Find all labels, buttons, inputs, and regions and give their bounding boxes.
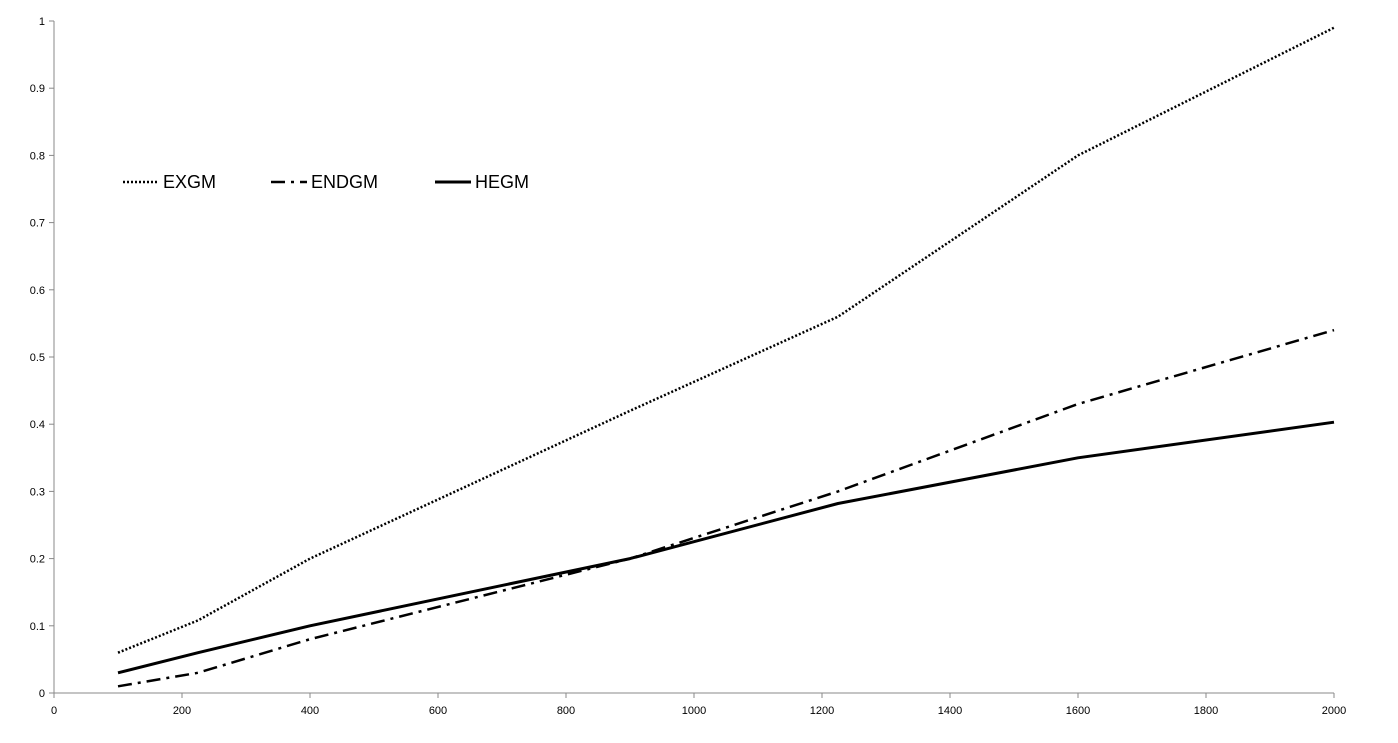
x-tick-label: 200 <box>173 705 191 717</box>
legend-label-hegm: HEGM <box>475 172 529 192</box>
y-tick-label: 0.7 <box>30 218 45 230</box>
y-tick-label: 0 <box>39 688 45 700</box>
y-tick-label: 1 <box>39 16 45 28</box>
series-line-exgm <box>117 26 1335 654</box>
legend: EXGM ENDGM HEGM <box>123 172 529 192</box>
x-tick-label: 0 <box>51 705 57 717</box>
y-tick-label: 0.5 <box>30 352 45 364</box>
x-tick-label: 2000 <box>1322 705 1346 717</box>
series-layer <box>117 26 1335 688</box>
y-tick-label: 0.3 <box>30 486 45 498</box>
series-line-hegm <box>117 420 1335 675</box>
x-tick-label: 1600 <box>1066 705 1090 717</box>
x-tick-label: 600 <box>429 705 447 717</box>
y-tick-label: 0.2 <box>30 554 45 566</box>
x-tick-label: 1000 <box>682 705 706 717</box>
y-tick-label: 0.9 <box>30 83 45 95</box>
x-tick-label: 1400 <box>938 705 962 717</box>
x-tick-label: 1800 <box>1194 705 1218 717</box>
y-tick-label: 0.4 <box>30 419 45 431</box>
y-axis: 0 0.1 0.2 0.3 0.4 0.5 0.6 0.7 0.8 0.9 1 <box>30 16 55 700</box>
x-tick-label: 1200 <box>810 705 834 717</box>
y-tick-label: 0.1 <box>30 621 45 633</box>
y-tick-label: 0.8 <box>30 150 45 162</box>
legend-label-exgm: EXGM <box>163 172 216 192</box>
x-axis: 0 200 400 600 800 1000 1200 1400 1600 1800 2000 <box>51 692 1346 717</box>
legend-label-endgm: ENDGM <box>311 172 378 192</box>
x-tick-label: 400 <box>301 705 319 717</box>
series-line-endgm <box>117 328 1335 688</box>
x-tick-label: 800 <box>557 705 575 717</box>
y-tick-label: 0.6 <box>30 285 45 297</box>
